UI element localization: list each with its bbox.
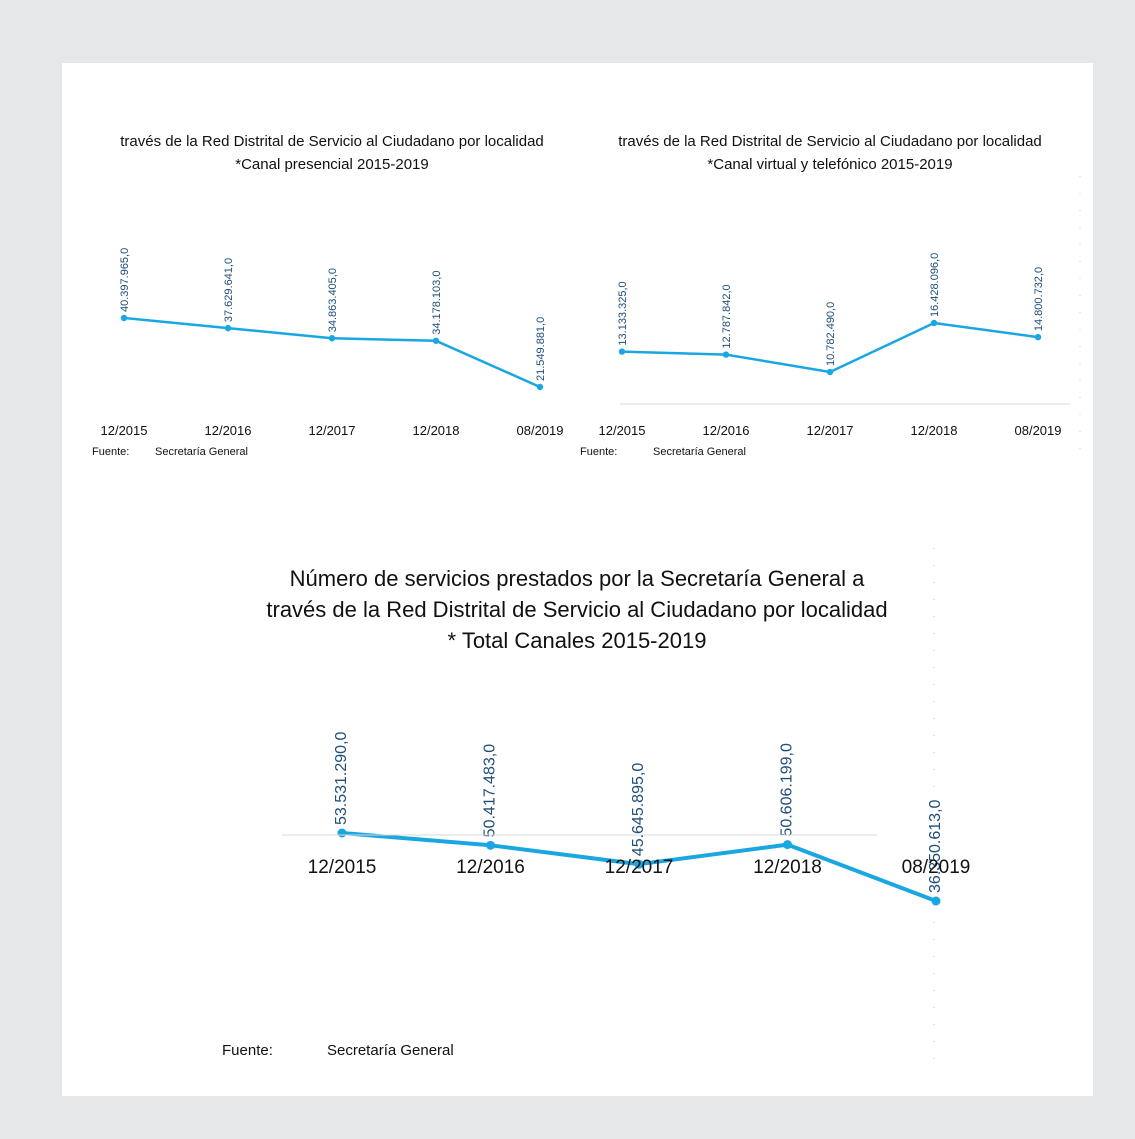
data-label: 10.782.490,0 (825, 302, 837, 366)
chart-title-line-1: Número de servicios prestados por la Sec… (290, 566, 865, 591)
data-point (931, 896, 941, 906)
data-point (224, 324, 232, 332)
data-point (1034, 333, 1042, 341)
data-label: 53.531.290,0 (333, 731, 350, 825)
data-label: 34.178.103,0 (431, 271, 443, 335)
data-label: 40.397.965,0 (119, 248, 131, 312)
data-point (722, 351, 730, 358)
data-label: 50.417.483,0 (482, 744, 499, 838)
data-point (634, 859, 644, 869)
data-point (930, 319, 938, 327)
data-label: 36.350.613,0 (927, 799, 944, 893)
x-tick-label: 08/2019 (902, 857, 971, 878)
chart-title-line-3: * Total Canales 2015-2019 (448, 628, 707, 653)
chart-canal-presencial: través de la Red Distrital de Servicio a… (92, 133, 564, 458)
x-tick-label: 12/2018 (911, 423, 958, 438)
x-tick-label: 12/2018 (753, 857, 822, 878)
data-point (120, 314, 128, 322)
x-tick-label: 12/2018 (413, 423, 460, 438)
data-label: 21.549.881,0 (535, 317, 547, 381)
data-point (328, 335, 336, 342)
data-label: 16.428.096,0 (929, 253, 941, 317)
data-point (432, 337, 440, 344)
data-label: 12.787.842,0 (721, 284, 733, 348)
data-label: 14.800.732,0 (1033, 267, 1045, 331)
data-label: 50.606.199,0 (779, 743, 796, 837)
chart-canal-virtual-telefonico: través de la Red Distrital de Servicio a… (580, 133, 1081, 463)
data-label: 34.863.405,0 (327, 268, 339, 332)
x-tick-label: 12/2016 (703, 423, 750, 438)
source-value: Secretaría General (327, 1042, 454, 1059)
x-tick-label: 12/2016 (205, 423, 252, 438)
source-value: Secretaría General (155, 446, 248, 458)
x-tick-label: 12/2016 (456, 857, 525, 878)
chart-title-line-2: través de la Red Distrital de Servicio a… (266, 597, 887, 622)
chart-title-line-1: través de la Red Distrital de Servicio a… (618, 133, 1042, 150)
data-point (618, 348, 626, 355)
source-label: Fuente: (92, 446, 129, 458)
x-tick-label: 12/2015 (101, 423, 148, 438)
x-tick-label: 12/2015 (308, 857, 377, 878)
data-point (337, 828, 347, 838)
data-label: 45.645.895,0 (630, 763, 647, 857)
data-point (783, 840, 792, 850)
data-label: 37.629.641,0 (223, 258, 235, 322)
chart-title-line-2: *Canal virtual y telefónico 2015-2019 (707, 156, 952, 173)
data-point (826, 368, 834, 376)
data-label: 13.133.325,0 (617, 281, 629, 345)
x-tick-label: 12/2015 (599, 423, 646, 438)
data-point (486, 840, 495, 850)
x-tick-label: 08/2019 (517, 423, 564, 438)
source-label: Fuente: (222, 1042, 273, 1059)
x-tick-label: 12/2017 (309, 423, 356, 438)
source-value: Secretaría General (653, 446, 746, 458)
chart-title-line-2: *Canal presencial 2015-2019 (235, 156, 428, 173)
x-tick-label: 12/2017 (807, 423, 854, 438)
report-card: través de la Red Distrital de Servicio a… (62, 63, 1093, 1096)
source-label: Fuente: (580, 446, 617, 458)
chart-total-canales: Número de servicios prestados por la Sec… (222, 548, 970, 1063)
chart-title-line-1: través de la Red Distrital de Servicio a… (120, 133, 544, 150)
x-tick-label: 12/2017 (605, 857, 674, 878)
data-point (536, 383, 544, 391)
x-tick-label: 08/2019 (1015, 423, 1062, 438)
